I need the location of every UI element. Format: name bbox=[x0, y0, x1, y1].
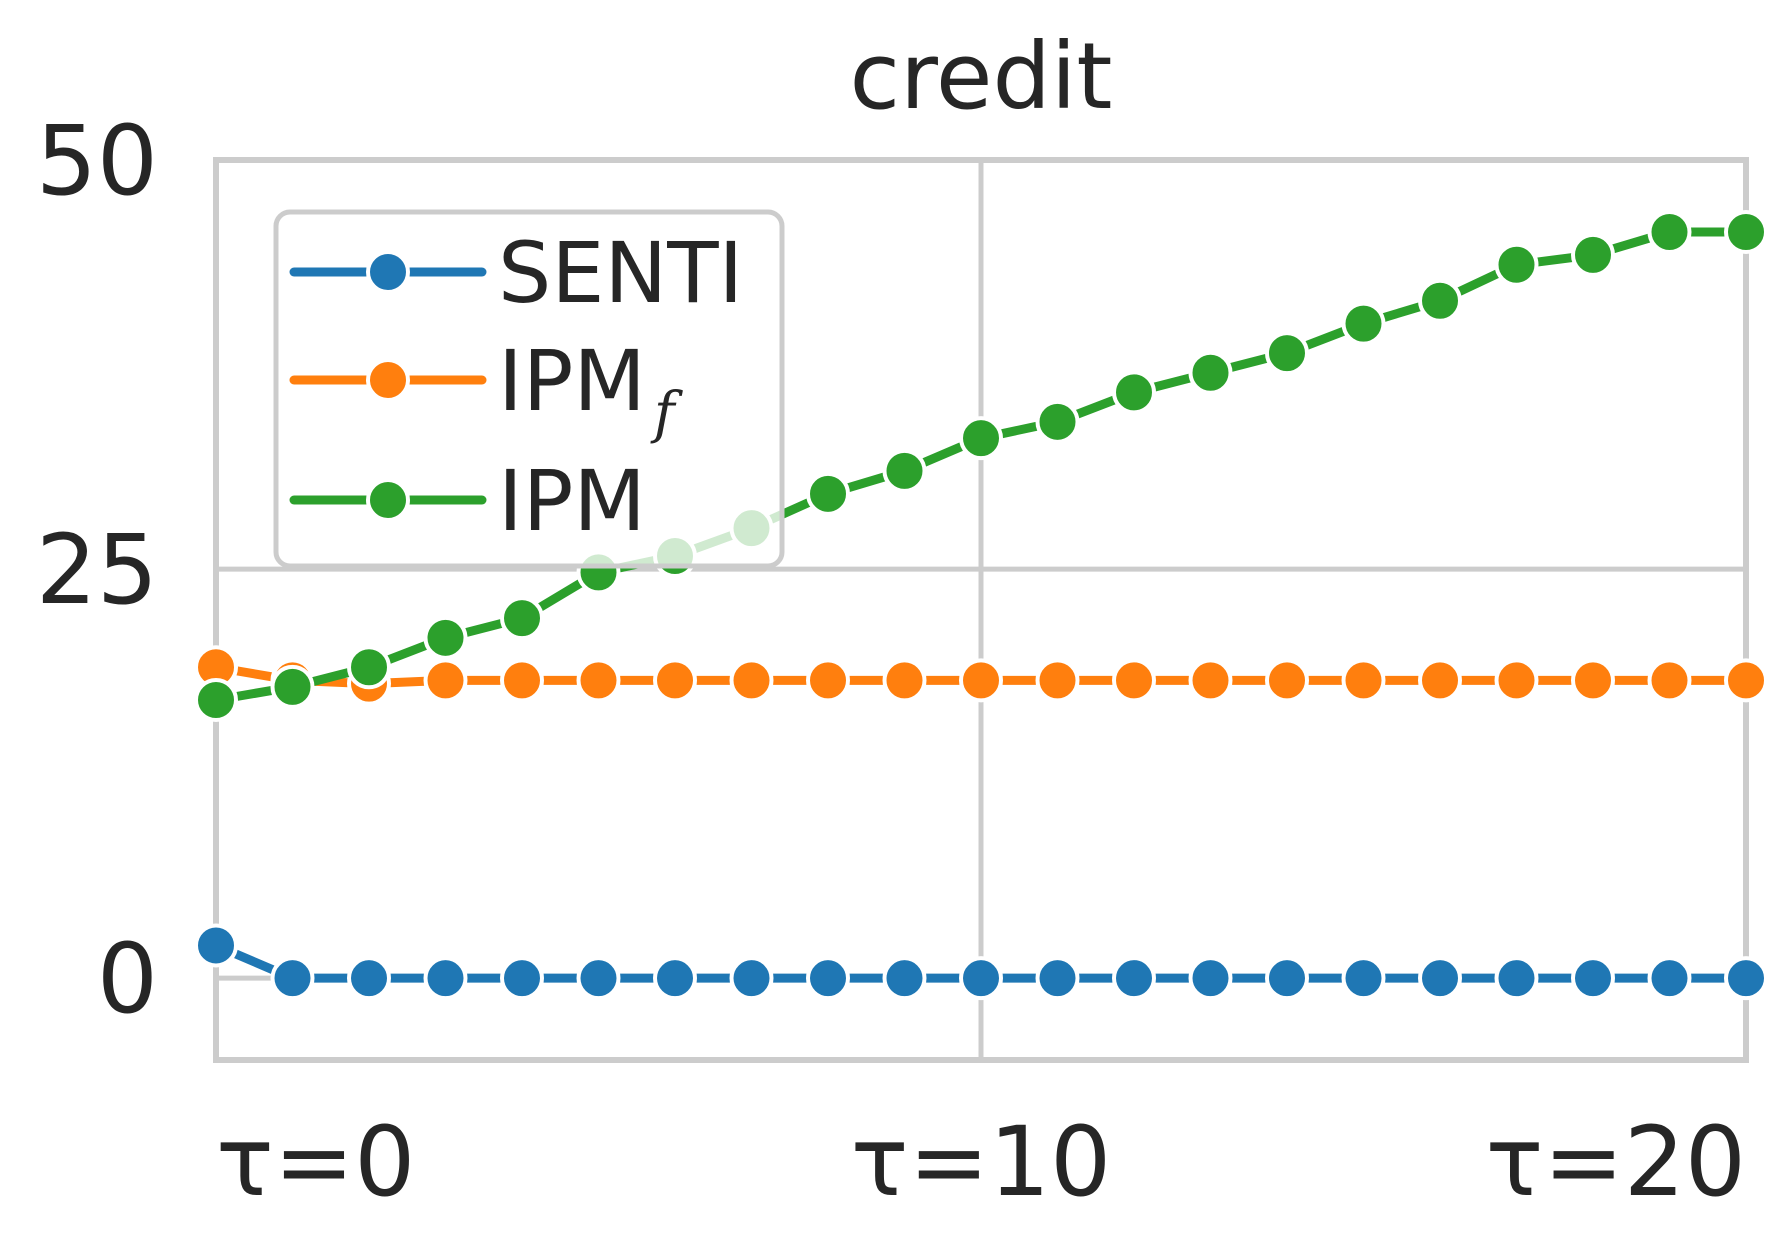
y-tick-label: 50 bbox=[36, 105, 158, 217]
data-point bbox=[959, 416, 1003, 461]
x-tick-label: τ=10 bbox=[851, 1106, 1111, 1218]
data-point bbox=[1418, 278, 1462, 323]
data-point bbox=[882, 956, 927, 1001]
data-point bbox=[729, 956, 774, 1001]
data-point bbox=[347, 645, 391, 690]
data-point bbox=[500, 658, 544, 703]
data-point bbox=[576, 956, 621, 1001]
data-point bbox=[959, 658, 1003, 703]
data-point bbox=[1265, 331, 1309, 376]
data-point bbox=[882, 448, 927, 493]
data-point bbox=[500, 596, 544, 641]
x-tick-label: τ=0 bbox=[216, 1106, 415, 1218]
x-axis-ticks: τ=0 τ=10 τ=20 bbox=[216, 1106, 1746, 1218]
series-layer bbox=[194, 210, 1768, 1001]
y-tick-label: 0 bbox=[97, 923, 158, 1035]
data-point bbox=[1724, 956, 1768, 1001]
data-point bbox=[270, 956, 315, 1001]
data-point bbox=[194, 678, 238, 722]
data-point bbox=[806, 658, 850, 703]
data-point bbox=[729, 658, 774, 703]
data-point bbox=[653, 658, 697, 703]
chart-title: credit bbox=[849, 23, 1112, 130]
legend-item: IPM bbox=[289, 452, 646, 550]
data-point bbox=[1265, 956, 1309, 1001]
data-point bbox=[882, 658, 927, 703]
data-point bbox=[1112, 658, 1156, 703]
data-point bbox=[1647, 956, 1692, 1001]
data-point bbox=[1035, 658, 1080, 703]
legend-item: SENTI bbox=[289, 224, 743, 322]
data-point bbox=[1341, 956, 1386, 1001]
data-point bbox=[1188, 658, 1233, 703]
data-point bbox=[423, 956, 468, 1001]
legend-label: IPM bbox=[498, 452, 646, 550]
data-point bbox=[1571, 956, 1615, 1001]
data-point bbox=[806, 956, 850, 1001]
data-point bbox=[1112, 370, 1156, 415]
data-point bbox=[423, 658, 468, 703]
data-point bbox=[1188, 956, 1233, 1001]
data-point bbox=[1724, 210, 1768, 254]
data-point bbox=[959, 956, 1003, 1001]
data-point bbox=[500, 956, 544, 1001]
series-0 bbox=[194, 923, 1768, 1001]
data-point bbox=[1494, 242, 1539, 287]
data-point bbox=[1571, 658, 1615, 703]
legend-marker bbox=[366, 358, 410, 402]
data-point bbox=[1341, 658, 1386, 703]
data-point bbox=[653, 956, 697, 1001]
data-point bbox=[1724, 658, 1768, 703]
data-point bbox=[347, 956, 391, 1001]
data-point bbox=[1188, 350, 1233, 395]
legend-marker bbox=[366, 478, 410, 522]
plot-frame bbox=[213, 157, 1749, 1063]
series-2 bbox=[194, 210, 1768, 722]
data-point bbox=[194, 923, 238, 968]
data-point bbox=[1112, 956, 1156, 1001]
data-point bbox=[1035, 399, 1080, 444]
data-point bbox=[1494, 658, 1539, 703]
x-tick-label: τ=20 bbox=[1486, 1106, 1746, 1218]
data-point bbox=[576, 658, 621, 703]
legend-box bbox=[273, 209, 785, 569]
data-point bbox=[1647, 210, 1692, 254]
data-point bbox=[806, 471, 850, 516]
data-point bbox=[1647, 658, 1692, 703]
legend-marker bbox=[366, 250, 410, 294]
data-point bbox=[270, 664, 315, 709]
data-point bbox=[1341, 301, 1386, 346]
data-point bbox=[423, 615, 468, 660]
series-1 bbox=[194, 645, 1768, 706]
data-point bbox=[1035, 956, 1080, 1001]
y-axis-ticks: 0 25 50 bbox=[36, 105, 158, 1035]
data-point bbox=[1418, 956, 1462, 1001]
legend-label: SENTI bbox=[498, 224, 743, 322]
data-point bbox=[1494, 956, 1539, 1001]
y-tick-label: 25 bbox=[36, 514, 158, 626]
data-point bbox=[1571, 232, 1615, 277]
data-point bbox=[1265, 658, 1309, 703]
data-point bbox=[1418, 658, 1462, 703]
